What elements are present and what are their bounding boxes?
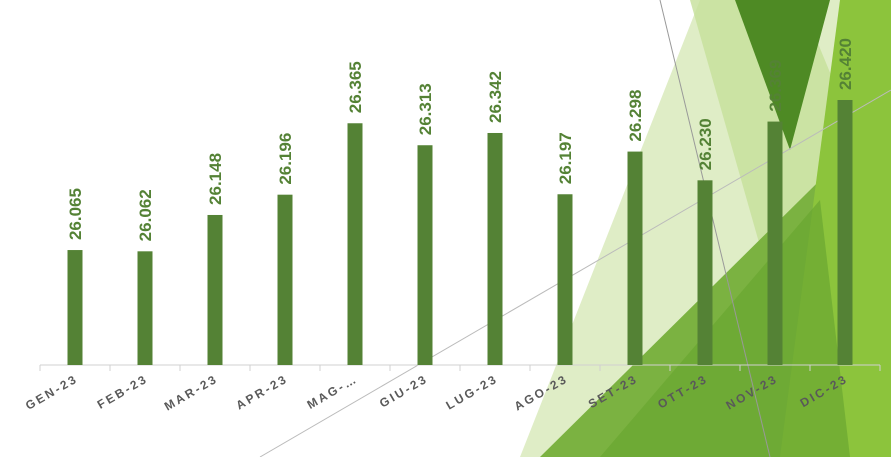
x-tick-label: FEB-23 bbox=[95, 371, 151, 411]
x-tick-label: LUG-23 bbox=[444, 371, 501, 412]
bar bbox=[487, 132, 503, 365]
bar bbox=[347, 123, 363, 365]
bar bbox=[67, 250, 83, 365]
value-label: 26.148 bbox=[206, 153, 225, 205]
bar bbox=[557, 194, 573, 365]
bar bbox=[277, 194, 293, 365]
bar bbox=[837, 100, 853, 366]
bar bbox=[207, 214, 223, 365]
x-tick-label: MAG-… bbox=[305, 371, 361, 411]
value-label: 26.365 bbox=[346, 61, 365, 113]
bar bbox=[627, 151, 643, 365]
value-label: 26.197 bbox=[556, 132, 575, 184]
x-tick-label: GIU-23 bbox=[377, 371, 430, 410]
value-label: 26.369 bbox=[766, 60, 785, 112]
value-label: 26.062 bbox=[136, 189, 155, 241]
bar bbox=[137, 251, 153, 365]
value-label: 26.342 bbox=[486, 71, 505, 123]
value-label: 26.230 bbox=[696, 118, 715, 170]
x-tick-label: MAR-23 bbox=[162, 371, 221, 413]
x-tick-label: GEN-23 bbox=[23, 371, 81, 412]
bar bbox=[767, 121, 783, 365]
bar bbox=[697, 180, 713, 365]
bar bbox=[417, 145, 433, 365]
x-tick-label: APR-23 bbox=[234, 371, 291, 412]
value-label: 26.196 bbox=[276, 133, 295, 185]
value-label: 26.420 bbox=[836, 38, 855, 90]
value-label: 26.313 bbox=[416, 83, 435, 135]
value-label: 26.298 bbox=[626, 90, 645, 142]
value-label: 26.065 bbox=[66, 188, 85, 240]
